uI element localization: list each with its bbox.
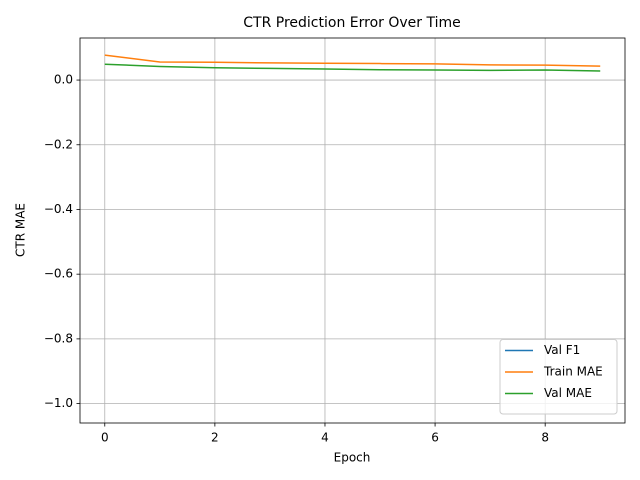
y-tick-label: −0.4 — [44, 202, 73, 216]
line — [104, 54, 601, 67]
chart-title: CTR Prediction Error Over Time — [243, 15, 460, 31]
x-tick-label: 2 — [211, 431, 219, 445]
y-tick-label: −0.6 — [44, 267, 73, 281]
y-tick-label: −0.2 — [44, 137, 73, 151]
y-tick-label: −0.8 — [44, 331, 73, 345]
legend-label: Train MAE — [543, 365, 603, 379]
legend-label: Val F1 — [544, 343, 580, 357]
line — [104, 63, 601, 72]
x-tick-label: 8 — [541, 431, 549, 445]
x-tick-label: 4 — [321, 431, 329, 445]
legend-box — [499, 339, 618, 415]
x-tick-label: 0 — [101, 431, 109, 445]
y-tick-label: 0.0 — [54, 73, 73, 87]
legend-label: Val MAE — [544, 386, 592, 400]
plot-frame — [79, 37, 626, 424]
x-axis-label: Epoch — [334, 451, 371, 465]
y-axis-label: CTR MAE — [14, 203, 28, 257]
x-tick-label: 6 — [431, 431, 439, 445]
y-tick-label: −1.0 — [44, 396, 73, 410]
